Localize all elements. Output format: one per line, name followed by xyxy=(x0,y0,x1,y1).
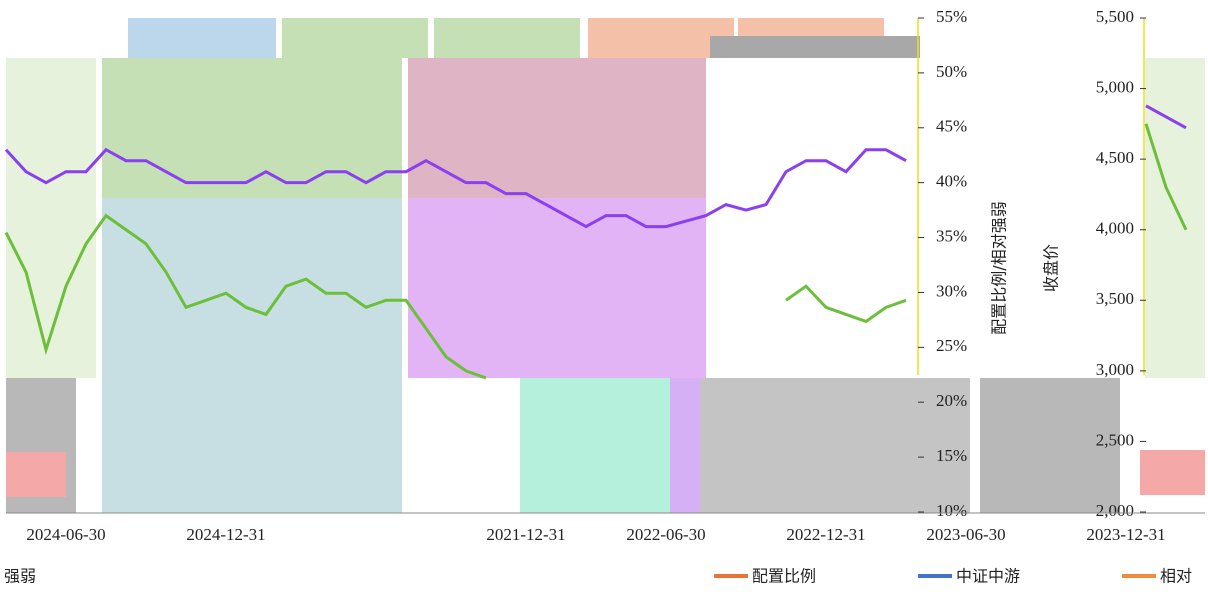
legend-swatch xyxy=(918,574,952,578)
y-axis-title: 配置比例/相对强弱 xyxy=(990,201,1009,334)
y-tick-label: 25% xyxy=(936,336,967,355)
x-tick-label: 2023-12-31 xyxy=(1086,525,1165,544)
legend-label: 配置比例 xyxy=(752,567,816,586)
legend-swatch xyxy=(714,574,748,578)
y-tick-label: 35% xyxy=(936,226,967,245)
x-tick-label: 2022-06-30 xyxy=(626,525,705,544)
y2-axis-title: 收盘价 xyxy=(1042,244,1061,292)
y-tick-label: 45% xyxy=(936,117,967,136)
y2-tick-label: 3,000 xyxy=(1096,360,1134,379)
y2-tick-label: 5,500 xyxy=(1096,7,1134,26)
line-series xyxy=(4,104,1187,229)
x-tick-label: 2024-12-31 xyxy=(186,525,265,544)
line-series xyxy=(4,123,1188,380)
y2-tick-label: 3,500 xyxy=(1096,289,1134,308)
y-tick-label: 10% xyxy=(936,501,967,520)
y-tick-label: 55% xyxy=(936,7,967,26)
legend-swatch xyxy=(1122,574,1156,578)
background-bands xyxy=(6,18,1205,513)
y-tick-label: 50% xyxy=(936,62,967,81)
x-tick-label: 2021-12-31 xyxy=(486,525,565,544)
y2-tick-label: 4,000 xyxy=(1096,219,1134,238)
y2-tick-label: 4,500 xyxy=(1096,148,1134,167)
x-tick-label: 2023-06-30 xyxy=(926,525,1005,544)
legend-label: 中证中游 xyxy=(956,567,1020,586)
x-tick-label: 2022-12-31 xyxy=(786,525,865,544)
y2-tick-label: 5,000 xyxy=(1096,77,1134,96)
x-tick-label: 2024-06-30 xyxy=(26,525,105,544)
y-tick-label: 40% xyxy=(936,172,967,191)
y2-tick-label: 2,000 xyxy=(1096,501,1134,520)
y-tick-label: 20% xyxy=(936,391,967,410)
y-tick-label: 15% xyxy=(936,446,967,465)
y-tick-label: 30% xyxy=(936,281,967,300)
legend-label: 强弱 xyxy=(4,567,36,586)
legend-label: 相对 xyxy=(1160,567,1192,586)
y2-tick-label: 2,500 xyxy=(1096,430,1134,449)
